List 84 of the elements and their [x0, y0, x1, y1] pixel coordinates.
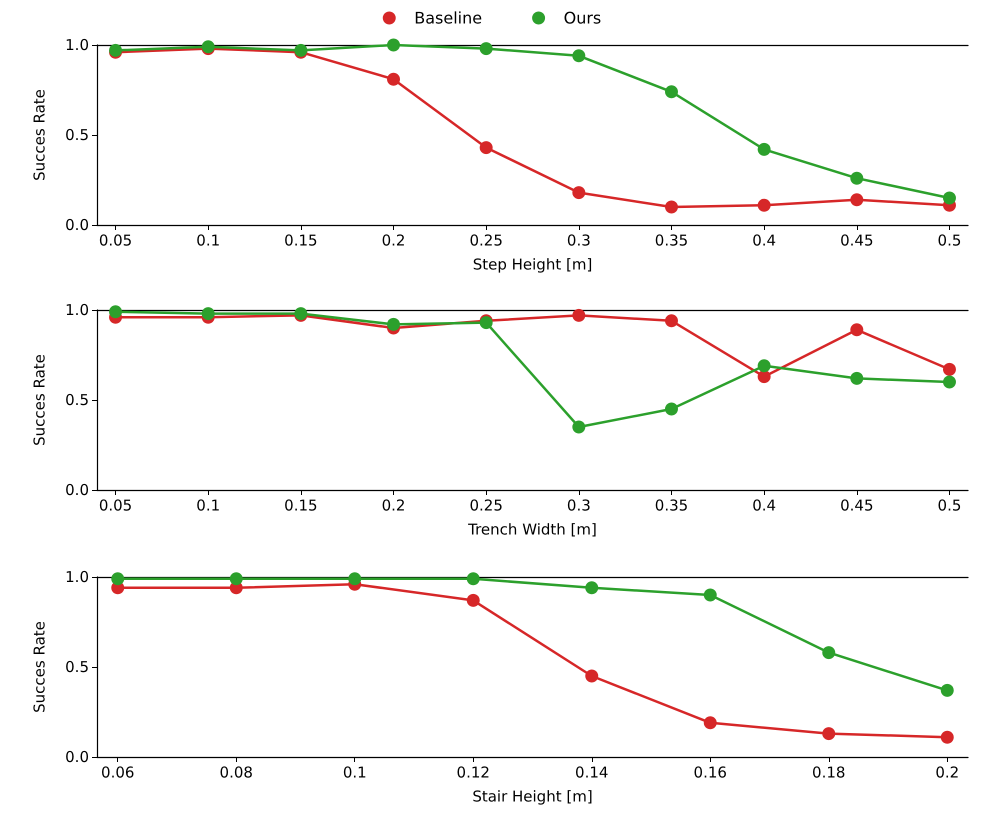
- x-tick-label: 0.12: [456, 764, 490, 782]
- point: [850, 193, 864, 206]
- point: [758, 198, 771, 212]
- point: [480, 42, 493, 56]
- point: [387, 38, 400, 52]
- x-tick-label: 0.25: [469, 232, 503, 250]
- y-tick-label: 0.5: [65, 126, 89, 144]
- point: [585, 581, 598, 594]
- point: [940, 684, 954, 697]
- y-tick-label: 1.0: [65, 568, 89, 586]
- point: [572, 420, 586, 434]
- y-tick-label: 0.0: [65, 216, 89, 234]
- y-tick-label: 0.0: [65, 481, 89, 499]
- x-tick-label: 0.08: [220, 764, 253, 782]
- point: [665, 200, 678, 214]
- x-tick-label: 0.45: [840, 496, 874, 514]
- point: [942, 192, 956, 204]
- point: [111, 572, 124, 586]
- point: [758, 359, 771, 372]
- point: [387, 318, 400, 331]
- point: [466, 594, 480, 607]
- y-tick-label: 1.0: [65, 36, 89, 54]
- x-tick-label: 0.3: [566, 496, 591, 514]
- x-tick-label: 0.1: [342, 764, 367, 782]
- x-tick-label: 0.5: [938, 496, 962, 514]
- point: [665, 402, 678, 416]
- x-tick-label: 0.1: [196, 496, 220, 514]
- point: [572, 49, 586, 62]
- x-tick-label: 0.35: [654, 496, 688, 514]
- point: [758, 370, 771, 384]
- x-tick-label: 0.45: [840, 232, 874, 250]
- point: [572, 308, 586, 322]
- point: [822, 727, 836, 740]
- point: [230, 572, 243, 586]
- y-axis-title: Succes Rate: [30, 621, 48, 713]
- x-tick-label: 0.05: [98, 496, 132, 514]
- point: [466, 572, 480, 586]
- point: [942, 376, 956, 388]
- point: [109, 305, 122, 318]
- x-axis-title: Trench Width [m]: [467, 520, 597, 538]
- legend-label: Baseline: [414, 8, 482, 28]
- x-tick-label: 0.2: [382, 496, 406, 514]
- point: [202, 307, 215, 320]
- point: [822, 646, 836, 660]
- x-tick-label: 0.1: [196, 232, 220, 250]
- point: [850, 372, 864, 385]
- y-tick-label: 0.5: [65, 658, 89, 676]
- y-axis-title: Succes Rate: [30, 89, 48, 181]
- y-axis-title: Succes Rate: [30, 354, 48, 446]
- point: [480, 141, 493, 154]
- x-tick-label: 0.4: [752, 496, 776, 514]
- x-tick-label: 0.25: [469, 496, 503, 514]
- x-tick-label: 0.5: [938, 232, 962, 250]
- x-tick-label: 0.15: [284, 232, 318, 250]
- x-tick-label: 0.18: [812, 764, 846, 782]
- x-tick-label: 0.4: [752, 232, 776, 250]
- point: [850, 172, 864, 185]
- point: [942, 362, 956, 376]
- x-axis-title: Step Height [m]: [472, 256, 592, 274]
- point: [348, 572, 362, 586]
- y-tick-label: 1.0: [65, 301, 89, 319]
- x-tick-label: 0.2: [382, 232, 406, 250]
- point: [850, 323, 864, 336]
- x-tick-label: 0.16: [694, 764, 727, 782]
- point: [758, 142, 771, 156]
- point: [704, 716, 717, 730]
- point: [665, 314, 678, 328]
- y-tick-label: 0.0: [65, 748, 89, 766]
- x-axis-title: Stair Height [m]: [472, 788, 593, 806]
- x-tick-label: 0.06: [101, 764, 134, 782]
- x-tick-label: 0.14: [575, 764, 608, 782]
- point: [704, 588, 717, 602]
- x-tick-label: 0.05: [98, 232, 132, 250]
- legend-label: Ours: [564, 8, 602, 28]
- point: [572, 186, 586, 200]
- y-tick-label: 0.5: [65, 391, 89, 409]
- x-tick-label: 0.3: [566, 232, 591, 250]
- x-tick-label: 0.15: [284, 496, 318, 514]
- point: [387, 72, 400, 86]
- point: [940, 730, 954, 744]
- x-tick-label: 0.35: [654, 232, 688, 250]
- x-tick-label: 0.2: [935, 764, 960, 782]
- point: [585, 670, 598, 682]
- point: [665, 85, 678, 98]
